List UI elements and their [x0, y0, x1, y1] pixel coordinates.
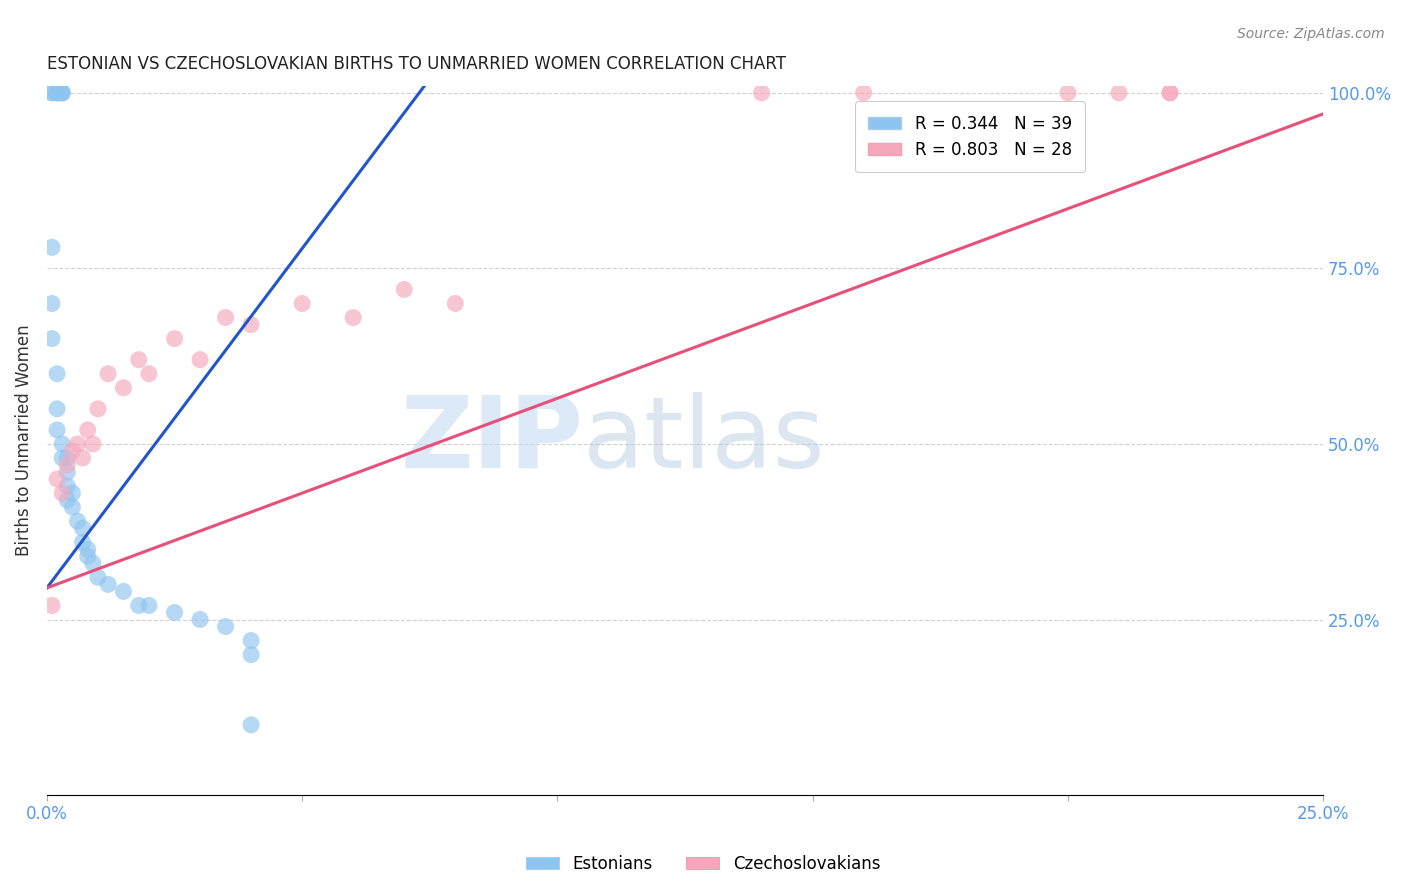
Point	[56, 493, 79, 508]
Point	[163, 606, 186, 620]
Point	[112, 584, 135, 599]
Point	[1057, 86, 1080, 100]
Point	[56, 479, 79, 493]
Point	[240, 718, 263, 732]
Text: ESTONIAN VS CZECHOSLOVAKIAN BIRTHS TO UNMARRIED WOMEN CORRELATION CHART: ESTONIAN VS CZECHOSLOVAKIAN BIRTHS TO UN…	[46, 55, 786, 73]
Point	[82, 437, 104, 451]
Point	[87, 401, 110, 416]
Point	[291, 296, 314, 310]
Point	[188, 613, 211, 627]
Point	[1159, 86, 1181, 100]
Point	[41, 86, 63, 100]
Point	[76, 423, 98, 437]
Point	[87, 570, 110, 584]
Text: ZIP: ZIP	[401, 392, 583, 489]
Point	[51, 86, 73, 100]
Point	[72, 535, 94, 549]
Point	[72, 521, 94, 535]
Point	[1159, 86, 1181, 100]
Point	[240, 633, 263, 648]
Point	[1108, 86, 1130, 100]
Y-axis label: Births to Unmarried Women: Births to Unmarried Women	[15, 325, 32, 557]
Point	[138, 367, 160, 381]
Point	[51, 450, 73, 465]
Point	[240, 318, 263, 332]
Point	[46, 367, 69, 381]
Point	[41, 332, 63, 346]
Point	[751, 86, 773, 100]
Point	[82, 557, 104, 571]
Point	[66, 437, 89, 451]
Point	[214, 310, 236, 325]
Point	[66, 514, 89, 528]
Point	[56, 450, 79, 465]
Point	[62, 500, 84, 515]
Point	[97, 577, 120, 591]
Point	[46, 401, 69, 416]
Point	[112, 381, 135, 395]
Point	[128, 599, 150, 613]
Point	[76, 549, 98, 564]
Point	[46, 423, 69, 437]
Point	[188, 352, 211, 367]
Point	[41, 86, 63, 100]
Point	[46, 86, 69, 100]
Point	[56, 465, 79, 479]
Point	[138, 599, 160, 613]
Point	[46, 86, 69, 100]
Point	[97, 367, 120, 381]
Point	[214, 619, 236, 633]
Point	[444, 296, 467, 310]
Point	[62, 444, 84, 458]
Point	[76, 542, 98, 557]
Point	[342, 310, 364, 325]
Point	[51, 486, 73, 500]
Point	[852, 86, 875, 100]
Point	[51, 437, 73, 451]
Point	[46, 86, 69, 100]
Point	[51, 86, 73, 100]
Point	[240, 648, 263, 662]
Point	[41, 599, 63, 613]
Point	[56, 458, 79, 472]
Point	[51, 86, 73, 100]
Text: atlas: atlas	[583, 392, 824, 489]
Point	[128, 352, 150, 367]
Point	[163, 332, 186, 346]
Text: Source: ZipAtlas.com: Source: ZipAtlas.com	[1237, 27, 1385, 41]
Point	[41, 296, 63, 310]
Legend: R = 0.344   N = 39, R = 0.803   N = 28: R = 0.344 N = 39, R = 0.803 N = 28	[855, 101, 1085, 172]
Legend: Estonians, Czechoslovakians: Estonians, Czechoslovakians	[519, 848, 887, 880]
Point	[41, 240, 63, 254]
Point	[62, 486, 84, 500]
Point	[394, 283, 416, 297]
Point	[46, 472, 69, 486]
Point	[72, 450, 94, 465]
